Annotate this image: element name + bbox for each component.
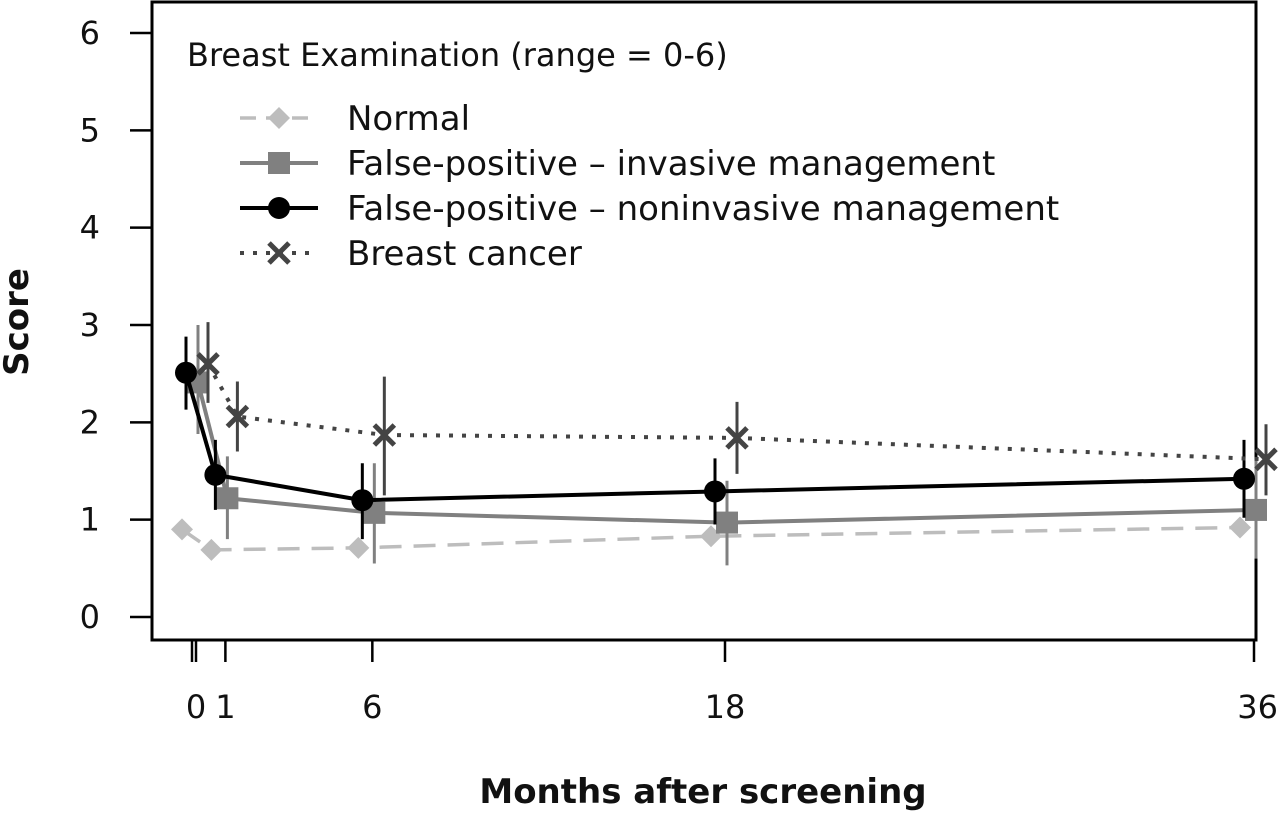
chart-title: Breast Examination (range = 0-6) — [187, 36, 728, 74]
legend: Normal False-positive – invasive manageme… — [240, 99, 1059, 274]
data-point — [267, 241, 291, 265]
data-point — [347, 536, 370, 559]
x-tick-label: 0 — [186, 688, 206, 726]
data-point — [268, 152, 290, 174]
data-point — [725, 426, 749, 450]
data-point — [716, 511, 738, 534]
data-point — [1233, 467, 1255, 490]
y-tick-label: 4 — [80, 209, 100, 247]
data-point — [200, 538, 223, 561]
data-point — [204, 463, 227, 486]
series-layer — [171, 322, 1278, 566]
series-0 — [171, 516, 1251, 561]
y-tick-label: 6 — [80, 14, 100, 52]
data-point — [1229, 516, 1251, 539]
data-point — [225, 404, 250, 429]
plot-frame — [150, 0, 1258, 642]
legend-label: Normal — [347, 99, 470, 139]
legend-label: False-positive – noninvasive management — [347, 189, 1059, 229]
y-axis-title: Score — [0, 268, 37, 376]
data-point — [268, 107, 290, 129]
series-3 — [196, 322, 1278, 496]
legend-item-1: False-positive – invasive management — [240, 144, 995, 184]
data-point — [196, 352, 220, 376]
legend-label: Breast cancer — [347, 234, 582, 274]
y-tick-label: 2 — [80, 403, 100, 441]
x-tick-label: 6 — [362, 688, 382, 726]
y-tick-label: 1 — [80, 501, 100, 539]
data-point — [372, 423, 397, 447]
x-tick-label: 18 — [705, 688, 746, 726]
data-point — [1245, 498, 1267, 521]
plot-border — [150, 0, 1258, 642]
series-2 — [175, 336, 1255, 540]
y-axis: 0 1 2 3 4 5 6 — [80, 14, 152, 636]
legend-item-2: False-positive – noninvasive management — [240, 189, 1059, 229]
data-point — [171, 518, 193, 541]
legend-item-0: Normal — [240, 99, 470, 139]
y-tick-label: 3 — [80, 306, 100, 344]
x-axis-title: Months after screening — [479, 772, 926, 812]
data-point — [175, 361, 197, 384]
legend-item-3: Breast cancer — [240, 234, 582, 274]
x-axis: 0 1 6 18 36 — [186, 640, 1278, 726]
data-point — [268, 197, 290, 219]
y-tick-label: 5 — [80, 111, 100, 149]
y-tick-label: 0 — [80, 598, 100, 636]
data-point — [216, 487, 239, 510]
data-point — [704, 480, 726, 503]
data-point — [351, 489, 374, 512]
x-tick-label: 1 — [215, 688, 235, 726]
x-tick-label: 36 — [1237, 688, 1278, 726]
legend-label: False-positive – invasive management — [347, 144, 995, 184]
data-point — [1254, 447, 1278, 472]
series-1 — [187, 325, 1267, 566]
